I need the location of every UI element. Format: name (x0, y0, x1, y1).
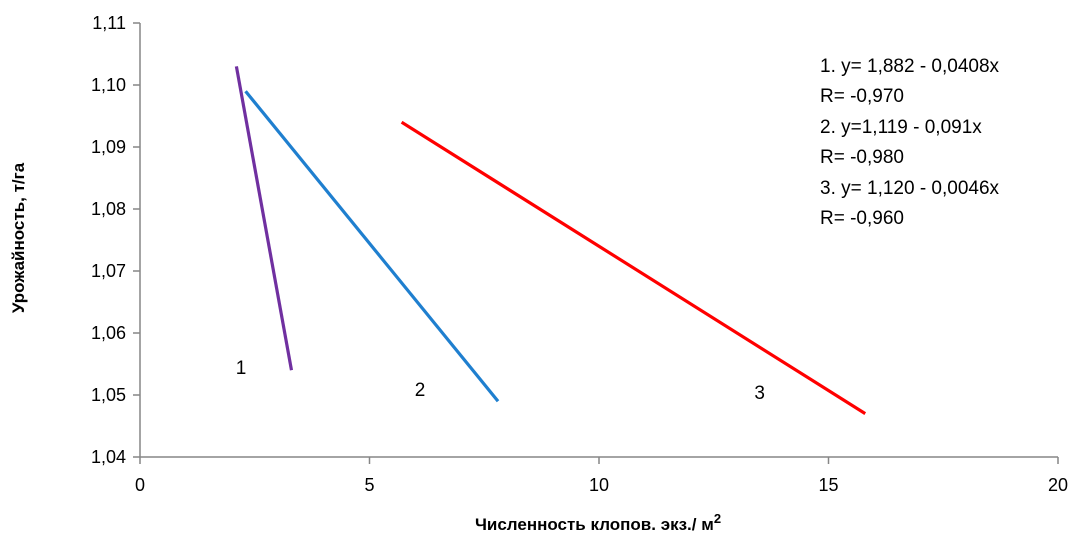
x-tick-label: 0 (135, 475, 145, 495)
x-axis-label: Численность клопов. экз./ м2 (475, 511, 721, 534)
series-tag-3: 3 (754, 383, 765, 404)
annotation-r-1: R= -0,970 (820, 86, 904, 107)
series-line-3 (400, 120, 867, 415)
y-axis-label: Урожайность, т/га (9, 162, 28, 313)
annotation-eq-3: 3. y= 1,120 - 0,0046x (820, 178, 1000, 199)
x-tick-label: 5 (364, 475, 374, 495)
annotation-eq-1: 1. y= 1,882 - 0,0408x (820, 56, 1000, 77)
y-tick-label: 1,08 (91, 199, 126, 219)
series-tag-2: 2 (415, 380, 426, 401)
x-ticks: 0 5 10 15 20 (135, 457, 1068, 495)
series-line-1 (234, 66, 294, 371)
axes: 1,04 1,05 1,06 1,07 1,08 1,09 1,10 1,11 0 5 10 15 2… (91, 13, 1068, 495)
y-tick-label: 1,11 (92, 13, 126, 33)
annotation-r-2: R= -0,980 (820, 147, 904, 168)
x-axis-label-main: Численность клопов. экз./ м (475, 515, 714, 534)
y-tick-label: 1,04 (91, 447, 126, 467)
regression-annotations: 1. y= 1,882 - 0,0408x R= -0,970 2. y=1,1… (820, 56, 1000, 229)
x-tick-label: 15 (818, 475, 838, 495)
annotation-r-3: R= -0,960 (820, 208, 904, 229)
y-tick-label: 1,07 (91, 261, 126, 281)
annotation-eq-2: 2. y=1,119 - 0,091x (820, 117, 982, 138)
y-ticks: 1,04 1,05 1,06 1,07 1,08 1,09 1,10 1,11 (91, 13, 140, 467)
series-labels: 1 2 3 (236, 358, 765, 404)
y-tick-label: 1,09 (91, 137, 126, 157)
x-tick-label: 10 (589, 475, 609, 495)
series-tag-1: 1 (236, 358, 247, 379)
y-tick-label: 1,10 (91, 75, 126, 95)
y-tick-label: 1,06 (91, 323, 126, 343)
series-line-2 (244, 90, 500, 403)
y-tick-label: 1,05 (91, 385, 126, 405)
series-lines (234, 66, 867, 415)
x-axis-label-superscript: 2 (714, 511, 721, 526)
x-tick-label: 20 (1048, 475, 1068, 495)
